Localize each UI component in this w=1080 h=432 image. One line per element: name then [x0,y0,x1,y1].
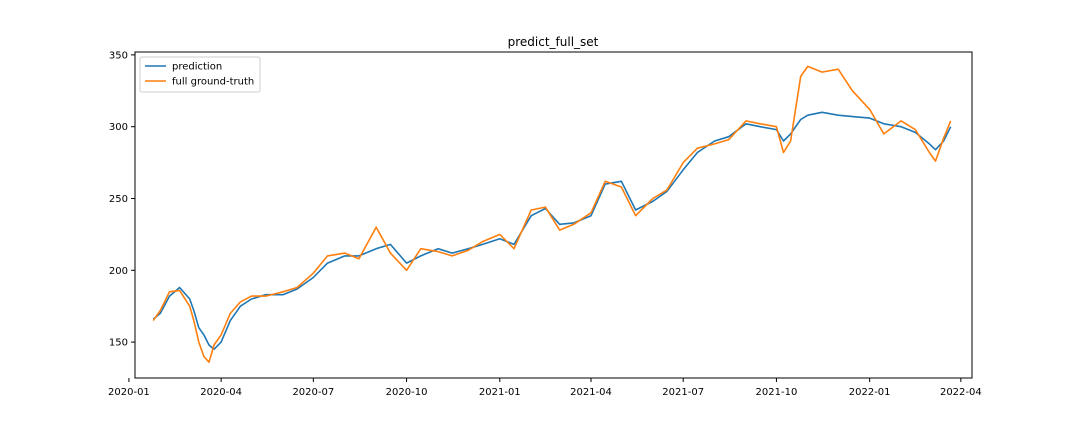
x-tick-label: 2021-07 [662,387,704,398]
y-tick-label: 150 [109,338,128,349]
x-tick-label: 2022-01 [849,387,891,398]
x-tick-label: 2020-10 [386,387,428,398]
chart-title: predict_full_set [508,35,599,49]
y-tick-label: 250 [109,194,128,205]
y-tick-label: 200 [109,266,128,277]
legend-label-ground-truth: full ground-truth [172,77,254,88]
x-tick-label: 2021-01 [479,387,521,398]
plot-area [134,51,973,379]
x-tick-label: 2020-07 [292,387,334,398]
x-tick-label: 2022-04 [940,387,982,398]
x-tick-label: 2020-01 [108,387,150,398]
series-line-prediction [152,111,952,351]
y-axis: 150 200 250 300 350 [109,50,135,349]
series-line-ground-truth [152,65,952,363]
legend: prediction full ground-truth [139,56,261,93]
x-tick-label: 2021-10 [756,387,798,398]
x-axis: 2020-01 2020-04 2020-07 2020-10 2021-01 2021-… [108,378,982,398]
x-tick-label: 2020-04 [200,387,242,398]
legend-box [139,56,261,93]
y-tick-label: 300 [109,122,128,133]
x-tick-label: 2021-04 [570,387,612,398]
legend-label-prediction: prediction [172,62,222,73]
y-tick-label: 350 [109,50,128,61]
series-lines [152,65,952,363]
